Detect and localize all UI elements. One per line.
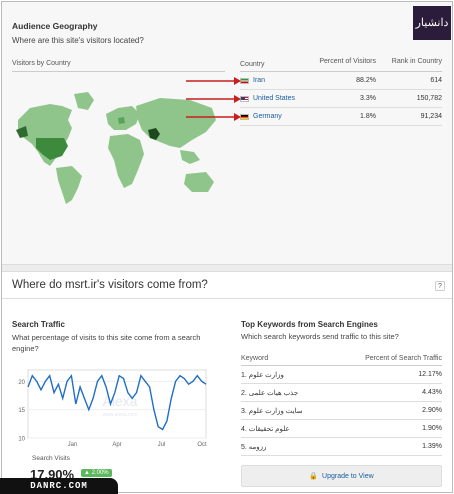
keyword-text: 2. جذب هیات علمی xyxy=(241,389,299,397)
column-keyword: Keyword xyxy=(241,355,269,362)
keyword-percent: 1.90% xyxy=(422,425,442,432)
help-button[interactable]: ? xyxy=(435,281,445,291)
greenland-region xyxy=(74,92,94,110)
upgrade-label: Upgrade to View xyxy=(322,472,374,480)
x-tick-label: Jul xyxy=(158,442,166,448)
watermark: DANRC.COM xyxy=(0,478,118,494)
country-link-germany[interactable]: Germany xyxy=(253,113,282,120)
percent-value: 3.3% xyxy=(360,95,376,102)
alexa-watermark-url: www.alexa.com xyxy=(103,412,138,418)
keyword-percent: 2.90% xyxy=(422,407,442,414)
keyword-percent: 4.43% xyxy=(422,389,442,396)
divider xyxy=(2,298,452,299)
y-tick-label: 20 xyxy=(18,380,25,386)
keyword-row: 2. جذب هیات علمی 4.43% xyxy=(241,384,442,402)
search-traffic-title: Search Traffic xyxy=(12,320,65,329)
lock-icon: 🔒 xyxy=(309,473,319,480)
keywords-table-header: Keyword Percent of Search Traffic xyxy=(241,352,442,366)
section-divider xyxy=(2,264,452,272)
keyword-row: 4. علوم تحقیقات 1.90% xyxy=(241,420,442,438)
column-country: Country xyxy=(240,61,265,68)
search-traffic-line xyxy=(27,373,207,431)
y-tick-label: 10 xyxy=(18,437,25,443)
audience-geography-panel: Audience Geography Where are this site's… xyxy=(2,2,452,264)
world-map[interactable] xyxy=(10,80,225,205)
alexa-watermark: Alexa xyxy=(102,393,137,409)
section-title: Where do msrt.ir's visitors come from? xyxy=(12,279,208,291)
southeast-asia-region xyxy=(180,150,200,164)
geography-title: Audience Geography xyxy=(12,21,98,31)
country-row-iran: Iran 88.2% 614 xyxy=(240,72,442,90)
column-percent: Percent of Visitors xyxy=(319,58,376,65)
country-link-united-states[interactable]: United States xyxy=(253,95,296,102)
alaska-region xyxy=(16,126,28,138)
upgrade-to-view-button[interactable]: 🔒 Upgrade to View xyxy=(241,465,442,487)
search-traffic-subtitle: What percentage of visits to this site c… xyxy=(12,333,201,353)
africa-region xyxy=(108,134,144,188)
y-tick-label: 15 xyxy=(18,408,25,414)
keyword-row: 5. رزومه 1.39% xyxy=(241,438,442,456)
percent-value: 88.2% xyxy=(356,77,376,84)
red-arrow-icon xyxy=(186,77,241,85)
keyword-text: 4. علوم تحقیقات xyxy=(241,425,290,433)
germany-flag-icon xyxy=(240,113,249,120)
keyword-text: 5. رزومه xyxy=(241,443,267,451)
divider xyxy=(12,71,225,72)
keyword-text: 1. وزارت علوم xyxy=(241,371,284,379)
us-flag-icon xyxy=(240,95,249,102)
keywords-subtitle: Which search keywords send traffic to th… xyxy=(241,332,399,341)
rank-value: 150,782 xyxy=(416,95,442,102)
keywords-title: Top Keywords from Search Engines xyxy=(241,320,378,329)
search-traffic-chart: 20 15 10 Alexa www.alexa.com Jan Apr Jul Oct xyxy=(18,369,207,448)
x-tick-label: Jan xyxy=(68,442,78,448)
country-link-iran[interactable]: Iran xyxy=(253,77,266,84)
country-table-header: Country Percent of Visitors Rank in Coun… xyxy=(240,58,442,72)
rank-value: 91,234 xyxy=(420,113,442,120)
keyword-percent: 12.17% xyxy=(418,371,442,378)
germany-highlight xyxy=(118,117,125,124)
country-table: Country Percent of Visitors Rank in Coun… xyxy=(240,58,442,126)
keyword-row: 1. وزارت علوم 12.17% xyxy=(241,366,442,384)
rank-value: 614 xyxy=(430,77,442,84)
south-america-region xyxy=(56,166,82,204)
x-tick-label: Apr xyxy=(112,442,121,448)
site-logo: دانشیار xyxy=(413,6,451,40)
map-label: Visitors by Country xyxy=(12,60,71,67)
search-visits-label: Search Visits xyxy=(32,455,70,462)
column-rank: Rank in Country xyxy=(391,58,442,65)
column-percent-search: Percent of Search Traffic xyxy=(365,355,442,362)
geography-subtitle: Where are this site's visitors located? xyxy=(12,36,144,45)
red-arrow-icon xyxy=(186,95,241,103)
country-row-united-states: United States 3.3% 150,782 xyxy=(240,90,442,108)
search-visits-change-badge: ▲ 2.00% xyxy=(81,469,112,477)
iran-highlight xyxy=(148,128,160,140)
australia-region xyxy=(184,172,214,192)
keyword-text: 3. سایت وزارت علوم xyxy=(241,407,303,415)
keyword-row: 3. سایت وزارت علوم 2.90% xyxy=(241,402,442,420)
keyword-percent: 1.39% xyxy=(422,443,442,450)
united-states-highlight xyxy=(36,138,68,160)
iran-flag-icon xyxy=(240,77,249,84)
percent-value: 1.8% xyxy=(360,113,376,120)
country-row-germany: Germany 1.8% 91,234 xyxy=(240,108,442,126)
keywords-table: Keyword Percent of Search Traffic 1. وزا… xyxy=(241,352,442,456)
red-arrow-icon xyxy=(186,113,241,121)
asia-region xyxy=(136,98,216,148)
x-tick-label: Oct xyxy=(197,442,207,448)
